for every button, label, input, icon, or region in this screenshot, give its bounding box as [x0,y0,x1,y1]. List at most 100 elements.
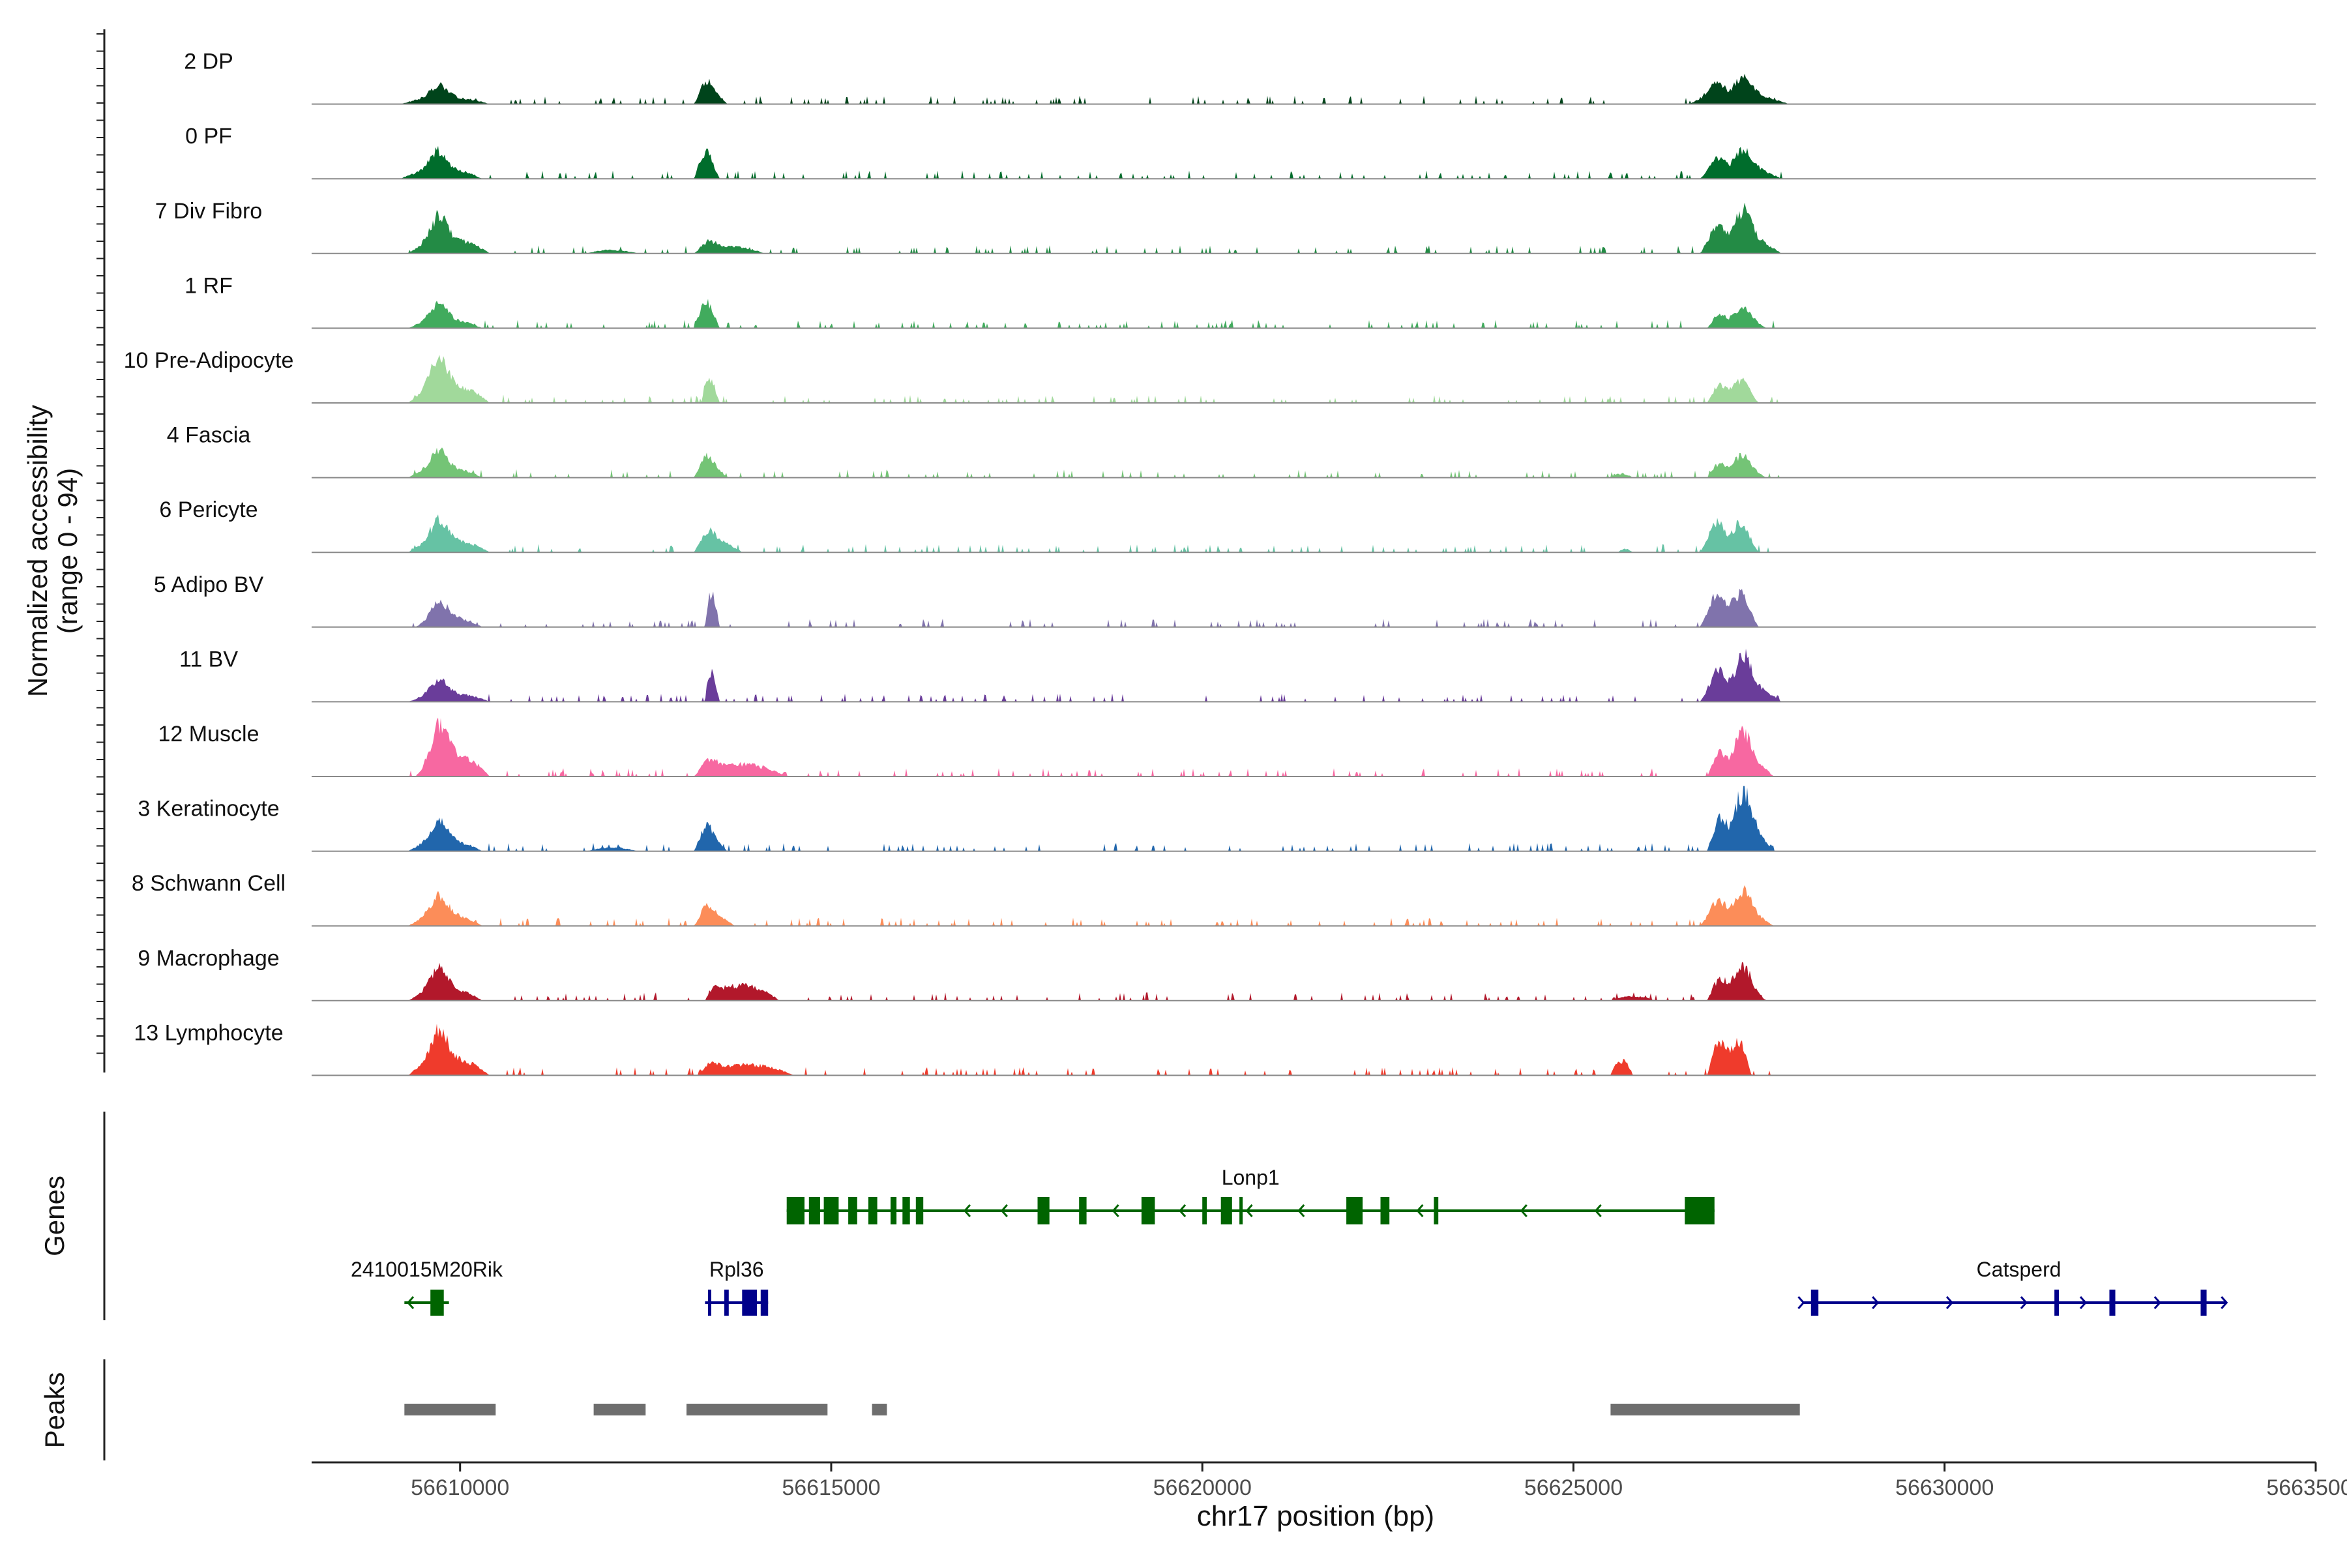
coverage-track: 2 DP [184,50,2316,105]
coverage-track: 6 Pericyte [159,497,2316,554]
track-label: 1 RF [185,273,233,298]
coverage-track: 8 Schwann Cell [132,871,2316,927]
x-axis-ticks: 56610000 56615000 56620000 56625000 56630000… [411,1462,2347,1500]
track-label: 4 Fascia [167,423,251,448]
gene-exon [760,1290,769,1316]
peak-region-bar [872,1404,887,1415]
strand-arrow [1245,1204,1253,1217]
strand-arrow [1594,1204,1602,1217]
coverage-area [312,589,2230,627]
gene-exon [1380,1197,1390,1224]
gene-exon [2200,1290,2207,1316]
gene-exon [1434,1197,1439,1224]
coverage-track: 10 Pre-Adipocyte [124,348,2316,404]
track-label: 9 Macrophage [138,946,279,971]
strand-arrow [2020,1296,2028,1309]
gene-label: Lonp1 [1222,1166,1280,1189]
gene-exon [823,1197,839,1224]
track-label: 6 Pericyte [159,497,258,522]
strand-arrow [1520,1204,1528,1217]
gene-exon [430,1290,444,1316]
strand-arrow [1000,1204,1008,1217]
coverage-track: 0 PF [185,124,2316,180]
gene-label: 2410015M20Rik [351,1258,503,1281]
gene-exon [1239,1197,1243,1224]
gene-exon [708,1290,711,1316]
gene-exon [786,1197,804,1224]
x-axis-label: chr17 position (bp) [1197,1500,1434,1532]
gene-model: Rpl36 [705,1258,769,1316]
peak-region-bar [404,1404,496,1415]
gene-exon [1810,1290,1819,1316]
gene-model: Catsperd [1797,1258,2228,1316]
x-tick-label: 56635000 [2266,1475,2347,1500]
coverage-track: 7 Div Fibro [155,199,2316,254]
coverage-track: 9 Macrophage [138,946,2316,1001]
gene-label: Catsperd [1977,1258,2061,1281]
peak-region-bar [593,1404,646,1415]
coverage-track: 4 Fascia [167,423,2316,479]
track-label: 12 Muscle [158,722,259,747]
gene-exon [808,1197,820,1224]
strand-arrow [1946,1296,1954,1309]
track-label: 11 BV [179,647,238,672]
coverage-area [312,514,2230,553]
coverage-area [312,786,2230,851]
gene-exon [1220,1197,1232,1224]
coverage-area [312,299,2230,329]
strand-arrow [2153,1296,2161,1309]
gene-exon [742,1290,758,1316]
coverage-area [312,717,2230,777]
coverage-y-axis-label: Normalized accessibility [22,405,53,697]
gene-exon [891,1197,897,1224]
gene-exon [1346,1197,1363,1224]
track-label: 8 Schwann Cell [132,871,286,896]
peak-region-bar [686,1404,828,1415]
coverage-track: 13 Lymphocyte [134,1020,2316,1076]
peaks-axis-label: Peaks [39,1372,70,1449]
track-label: 0 PF [185,124,232,149]
gene-exon [724,1290,729,1316]
x-tick-label: 56625000 [1524,1475,1623,1500]
strand-arrow [1112,1204,1119,1217]
gene-model: Lonp1 [786,1166,1715,1224]
strand-arrow [1872,1296,1880,1309]
gene-exon [1685,1197,1715,1224]
gene-exon [2109,1290,2116,1316]
gene-exon [1037,1197,1050,1224]
gene-exon [868,1197,878,1224]
coverage-area [312,74,2230,104]
coverage-tracks: 2 DP 0 PF 7 Div Fibro 1 RF 10 Pre-Adipocyte 4… [124,50,2316,1076]
coverage-track: 3 Keratinocyte [138,786,2316,852]
coverage-y-ticks [96,33,104,1054]
coverage-area [312,885,2230,926]
coverage-area [312,1024,2230,1076]
track-label: 5 Adipo BV [154,572,264,597]
gene-exon [1079,1197,1087,1224]
gene-exon [915,1197,924,1224]
x-tick-label: 56630000 [1895,1475,1994,1500]
x-tick-label: 56620000 [1153,1475,1252,1500]
track-label: 13 Lymphocyte [134,1020,283,1045]
peak-region-bar [1610,1404,1800,1415]
genes-axis-label: Genes [39,1176,70,1256]
coverage-area [312,447,2230,478]
coverage-area [312,145,2230,179]
peak-regions-track [404,1404,1800,1415]
strand-arrow [1179,1204,1187,1217]
strand-arrow [1297,1204,1305,1217]
track-label: 2 DP [184,50,233,74]
x-tick-label: 56610000 [411,1475,509,1500]
gene-exon [1202,1197,1207,1224]
gene-exon [2054,1290,2059,1316]
gene-annotation-track: Lonp1 2410015M20Rik Rpl36 Catsperd [351,1166,2228,1316]
coverage-y-axis-range-label: (range 0 - 94) [52,468,83,634]
gene-label: Rpl36 [709,1258,764,1281]
coverage-area [312,202,2230,254]
gene-model: 2410015M20Rik [351,1258,503,1316]
strand-arrow [1797,1296,1805,1309]
coverage-track: 5 Adipo BV [154,572,2316,628]
gene-exon [1141,1197,1155,1224]
